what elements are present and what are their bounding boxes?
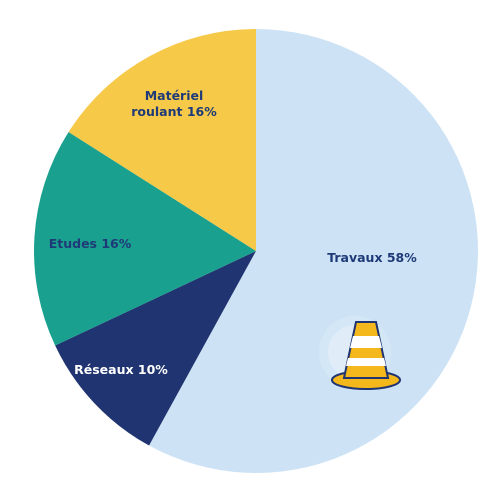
pie-labels: Travaux 58% Réseaux 10% Etudes 16% Matériel… [49, 88, 418, 377]
pie-slice-label: Matériel roulant 16% [131, 88, 217, 119]
pie-slice-label: Réseaux 10% [74, 362, 168, 377]
pie-slice [55, 251, 256, 446]
traffic-cone-icon [319, 316, 401, 390]
pie-slice-label: Etudes 16% [49, 236, 132, 251]
pie-slices [34, 29, 478, 473]
pie-slice-label: Travaux 58% [327, 250, 417, 265]
pie-slice [34, 132, 256, 346]
pie-slice [149, 29, 478, 473]
pie-slice [68, 29, 256, 251]
